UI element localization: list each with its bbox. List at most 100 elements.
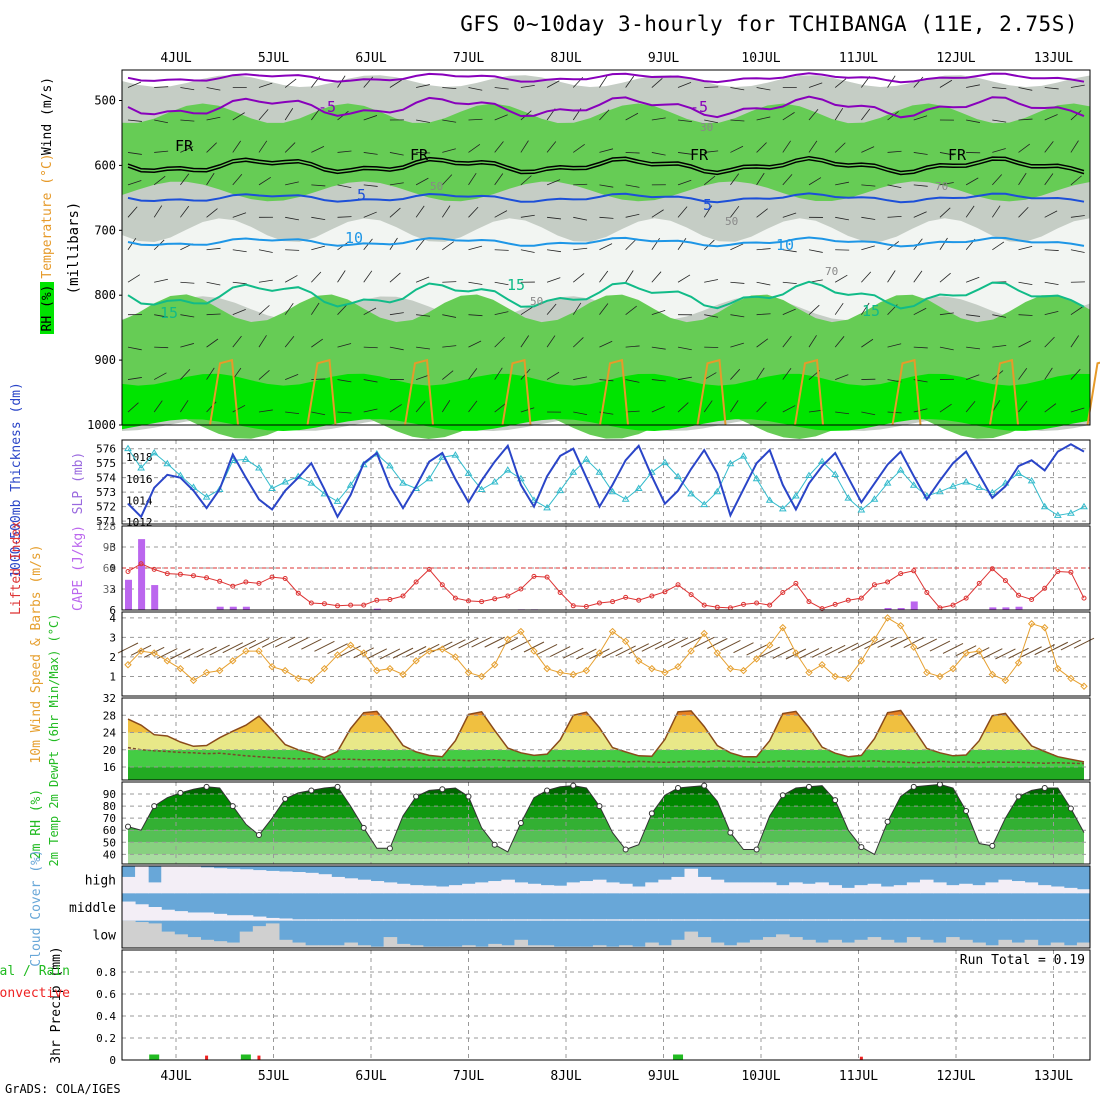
wind-speed-point [150,649,158,657]
wind-barb-10m [785,648,807,660]
wind-barb [441,205,451,218]
wind-barb [232,173,243,186]
lifted-index-point [885,579,891,585]
cloud-cover-panel: high middle low Cloud Cover (%) [29,849,1091,967]
wind-barb [913,307,927,316]
wind-barb [939,207,951,218]
wind-barb [913,184,928,187]
wind-barb-10m [772,648,794,659]
wind-barb [966,84,980,88]
wind-barb-10m [693,636,715,648]
slp-point [936,487,944,495]
precip-convective-legend: Convective [0,986,70,1001]
cloud-bar-low [252,926,267,948]
contour-label: 30 [700,121,713,134]
cape-bar [373,608,381,610]
cloud-bar-middle [632,919,646,921]
lifted-index-point [413,579,419,585]
wind-barb [547,216,562,220]
wind-barb [1018,340,1032,348]
wind-barb [416,314,431,317]
rh-point [544,787,551,794]
wind-barb [782,405,796,413]
wind-barb [494,249,509,251]
lifted-index-point [714,604,720,610]
wind-speed-point [464,668,473,677]
cloud-bar-high [488,881,502,894]
rh-2m-frame [121,781,1091,865]
cloud-bar-middle [135,904,149,921]
temp-line [127,709,1085,763]
rh-point [360,824,367,831]
lifted-index-point [662,589,668,595]
rh-tick-label: 50 [103,836,116,849]
temp-band-bg [122,698,1090,716]
wind-speed-point [229,657,237,665]
cloud-cover-frame [121,865,1091,949]
wind-barb [887,343,902,348]
wind-speed-point [281,666,289,675]
temp-tick-label: 24 [103,727,117,740]
wind-speed-point [674,662,682,671]
cloud-bar-low [331,945,345,948]
lifted-index-point [963,595,969,601]
wind-barb [651,346,666,350]
wind-barb [991,400,1001,413]
lifted-index-point [989,566,995,572]
slp-point [346,481,355,488]
wind-barb [1070,249,1085,253]
wind-barb [861,184,876,187]
cloud-bar-middle [828,919,842,921]
slp-point [1014,469,1023,476]
cloud-bar-middle [1024,919,1039,921]
wind-barb [861,338,874,348]
temp-tick-label: 20 [103,744,116,757]
lifted-index-point [596,600,602,606]
rh-green-upper-region [122,103,1090,202]
wind-barb [416,152,431,154]
lifted-index-point [243,579,249,585]
lifted-index-point [505,593,511,599]
wind-barb [730,173,740,186]
wind-barb [389,182,404,186]
contour-label: 10 [776,236,794,254]
precip-total-bar [149,1054,160,1060]
wind-barb [677,81,692,88]
cloud-bar-high [1024,882,1039,894]
day-label-top: 8JUL [550,51,581,66]
wind-barb [1018,314,1033,316]
cloud-bar-high [645,882,659,894]
wind-barb [468,206,479,218]
lifted-index-point [832,601,838,607]
wind-barb [520,84,535,88]
wind-barb [913,211,927,218]
cloud-bar-middle [383,919,398,921]
wind-barb-10m [615,645,636,657]
wind-barb [703,400,713,413]
wind-speed-point [700,629,708,638]
lifted-index-cape-frame [121,525,1091,611]
wind-barb [284,335,295,348]
slp-point [1053,511,1062,518]
cloud-bar-high [305,872,319,894]
wind-barb [1018,246,1033,251]
wind-barb [285,411,300,415]
contour-label: 70 [825,265,838,278]
cloud-bar-middle [1050,919,1065,921]
cloud-bar-middle [1063,919,1078,921]
wind-barb [756,172,765,186]
rh-tick-label: 60 [103,824,116,837]
wind-barb-10m [288,637,309,649]
lifted-index-point [335,603,341,609]
cloud-bar-high [893,885,908,894]
cloud-bar-low [475,946,489,948]
wind-barb-10m [117,642,139,654]
slp-point [307,479,316,486]
wind-barb-10m [130,644,152,656]
day-label-bottom: 4JUL [160,1069,191,1084]
wind-barb [415,401,426,413]
cloud-bar-low [553,946,568,948]
cloud-bar-high [1076,889,1091,894]
wind-speed-point [661,668,669,677]
